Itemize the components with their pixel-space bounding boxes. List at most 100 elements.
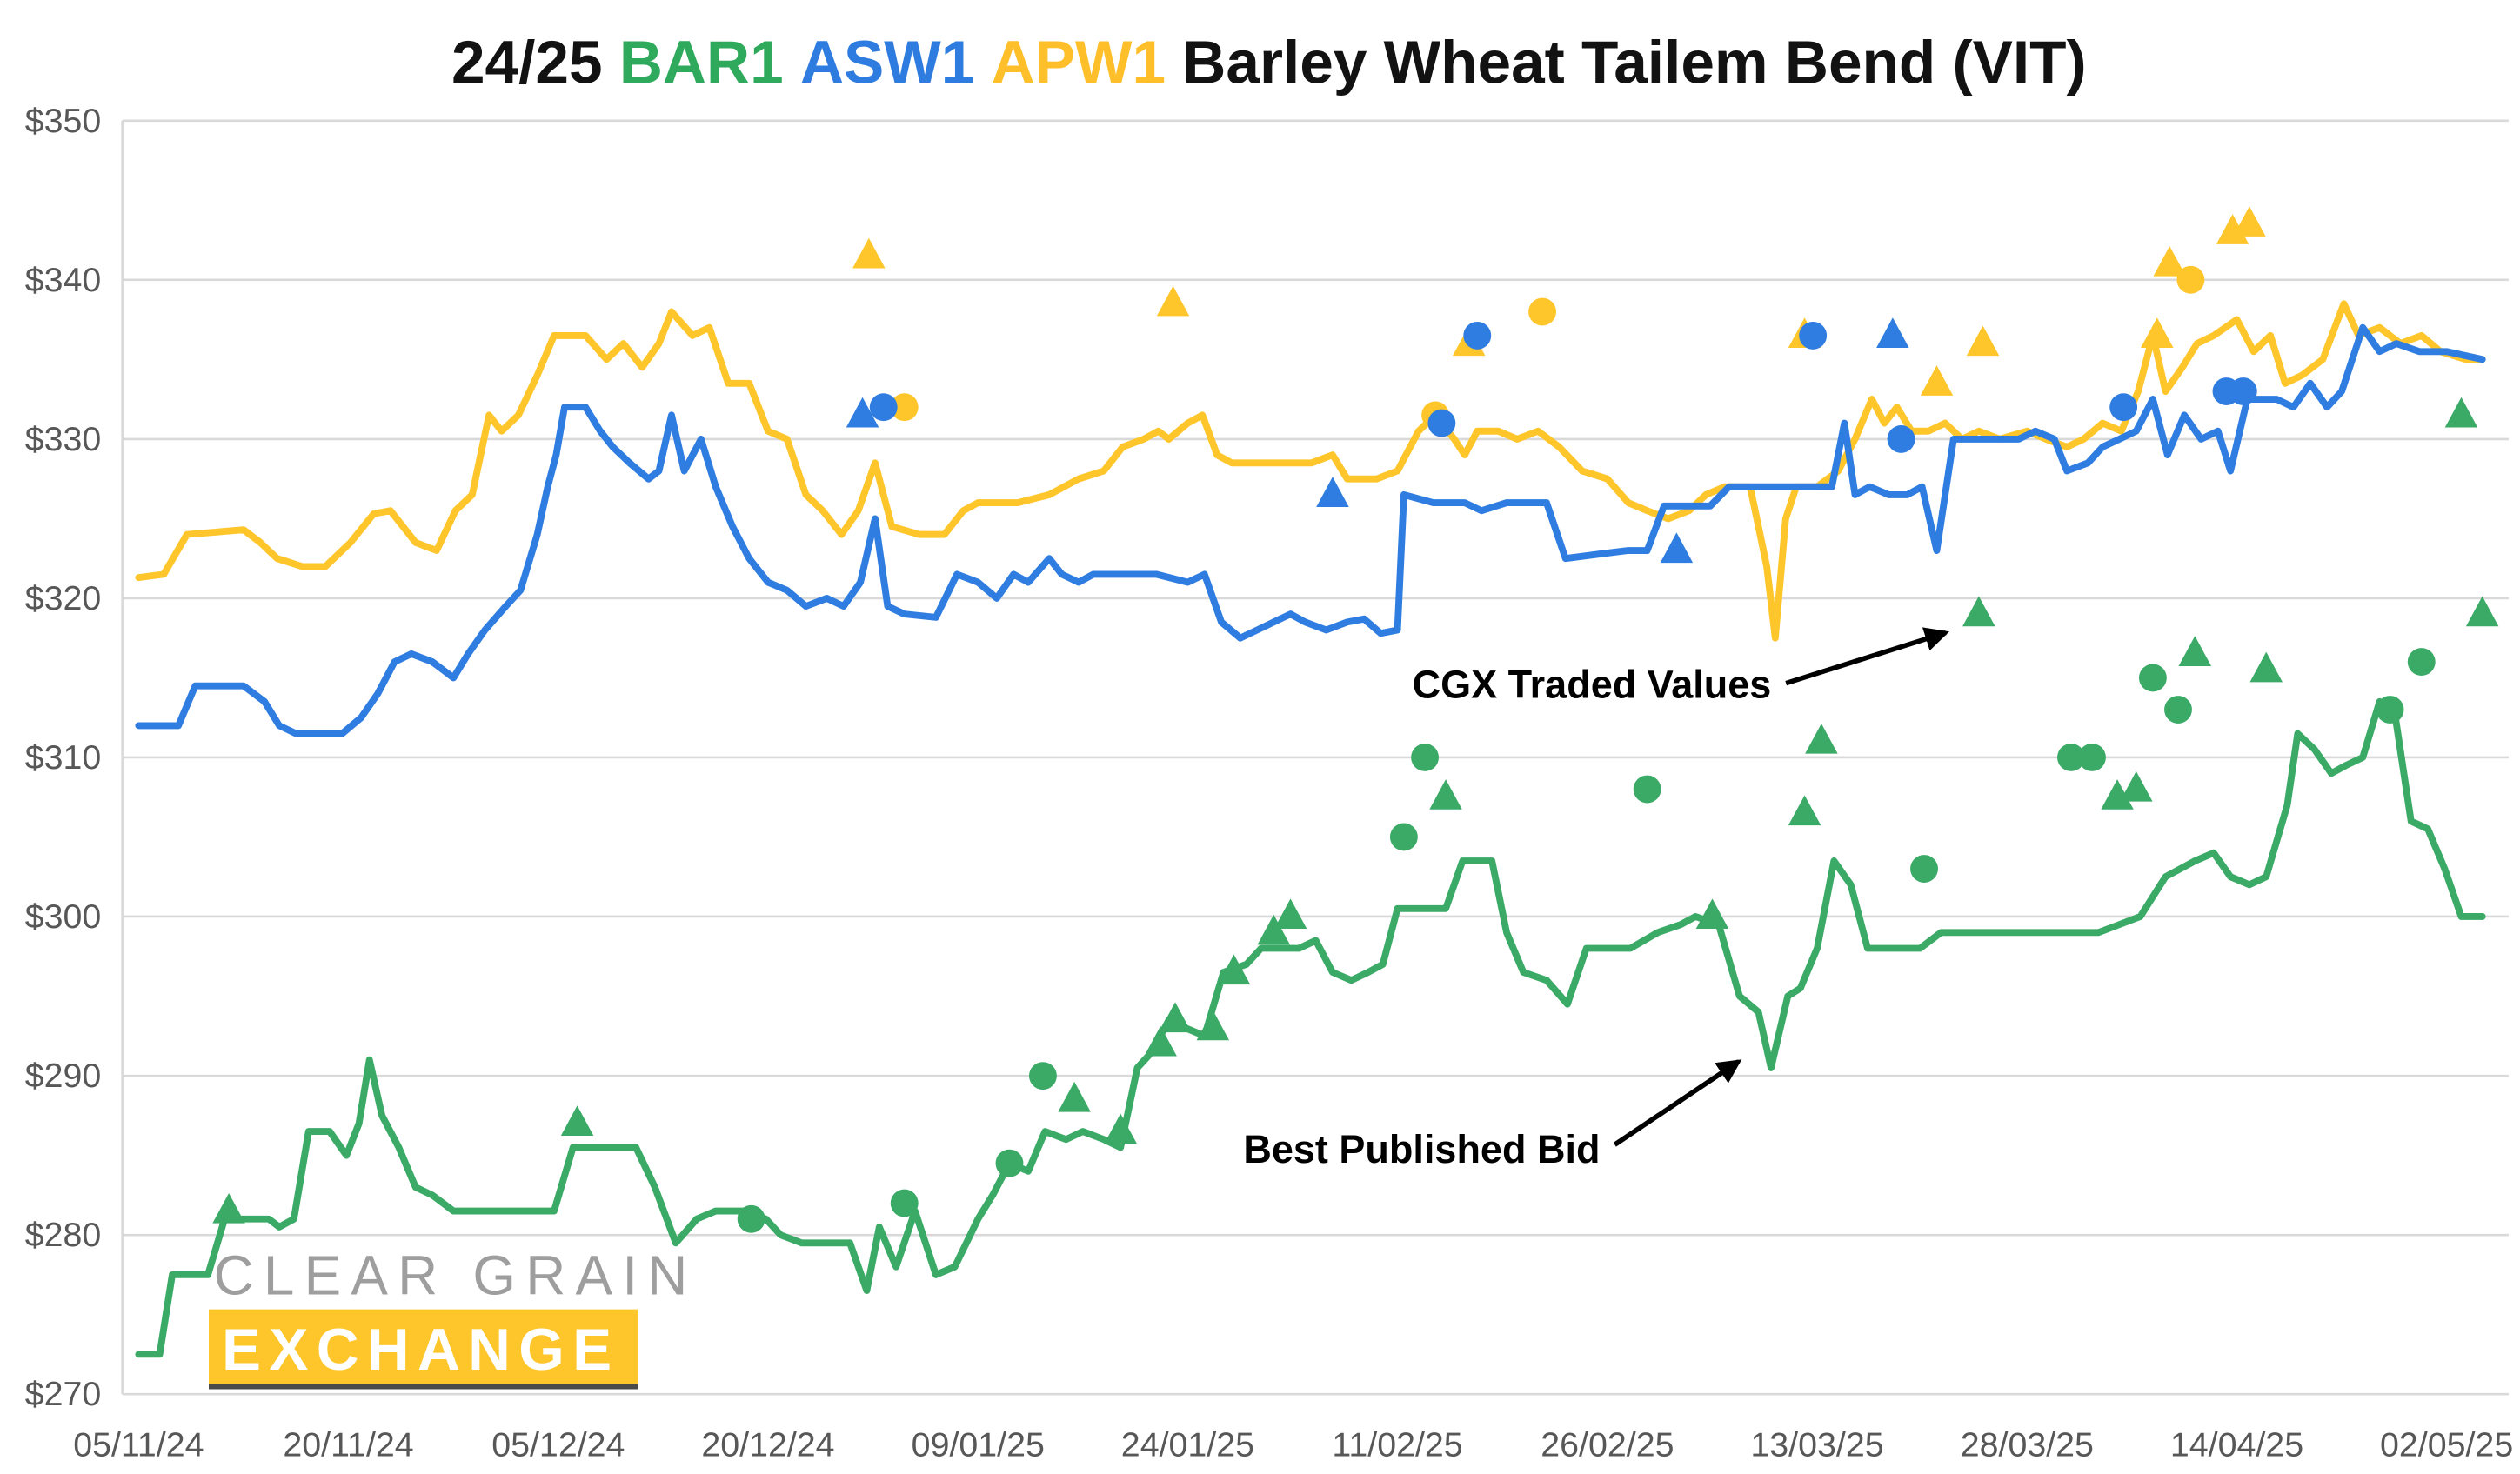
y-tick-label: $310 — [25, 738, 102, 777]
bar1-traded-circle — [737, 1204, 765, 1233]
y-tick-label: $340 — [25, 261, 102, 299]
asw1-traded-circle — [2229, 377, 2257, 405]
bar1-traded-circle — [2164, 696, 2192, 724]
x-tick-label: 11/02/25 — [1332, 1425, 1462, 1464]
apw1-traded-circle — [1528, 297, 1557, 326]
logo-text-clear-grain: CLEAR GRAIN — [214, 1244, 698, 1307]
bar1-traded-circle — [995, 1149, 1024, 1177]
cgx-traded-arrow — [1785, 627, 1949, 686]
bar1-traded-triangle — [1144, 1025, 1177, 1057]
annotation-cgx-traded: CGX Traded Values — [1413, 627, 1949, 707]
logo-underline — [209, 1384, 638, 1390]
x-tick-label: 20/12/24 — [701, 1425, 834, 1464]
annotation-best-bid: Best Published Bid — [1243, 1059, 1742, 1171]
bar1-traded-triangle — [1058, 1081, 1091, 1112]
bar1-traded-triangle — [2120, 770, 2153, 802]
bar1-traded-circle — [1633, 775, 1661, 804]
x-tick-label: 14/04/25 — [2170, 1425, 2303, 1464]
bar1-traded-triangle — [2444, 397, 2478, 428]
bar1-traded-circle — [2078, 744, 2106, 771]
apw1-traded-circle — [890, 393, 919, 422]
bar1-traded-circle — [2407, 648, 2436, 676]
bar1-traded-triangle — [1962, 596, 1995, 627]
bar1-traded-triangle — [2178, 636, 2212, 666]
y-tick-label: $320 — [25, 579, 102, 617]
y-axis-labels: $350 $340 $330 $320 $310 $300 $290 $280 $270 — [25, 102, 102, 1413]
bar1-traded-circle — [1411, 744, 1440, 771]
bar1-traded-triangle — [1695, 898, 1729, 929]
x-tick-label: 05/11/24 — [73, 1425, 204, 1464]
y-tick-label: $300 — [25, 897, 102, 936]
y-tick-label: $330 — [25, 420, 102, 458]
best-bid-arrow — [1613, 1059, 1742, 1147]
x-tick-label: 13/03/25 — [1750, 1425, 1883, 1464]
bar1-traded-circle — [1389, 823, 1418, 851]
apw1-traded-triangle — [2233, 206, 2266, 237]
bar1-traded-triangle — [1805, 723, 1838, 754]
bar1-traded-circle — [1910, 855, 1938, 883]
title-asw1: ASW1 — [800, 29, 992, 97]
bar1-traded-triangle — [212, 1192, 245, 1224]
bar1-traded-triangle — [1257, 914, 1291, 945]
asw1-traded-circle — [869, 393, 898, 422]
asw1-traded-triangle — [1660, 532, 1694, 564]
x-tick-label: 20/11/24 — [283, 1425, 413, 1464]
apw1-traded-triangle — [852, 237, 886, 269]
asw1-traded-circle — [1463, 321, 1492, 350]
apw1-traded-triangle — [2153, 245, 2186, 277]
x-tick-label: 02/05/25 — [2380, 1425, 2513, 1464]
asw1-traded-triangle — [1316, 477, 1349, 507]
traded-value-markers — [212, 206, 2499, 1233]
bar1-traded-triangle — [1196, 1010, 1230, 1041]
title-bar1: BAR1 — [619, 29, 800, 97]
logo-yellow-bar — [209, 1309, 638, 1384]
x-tick-label: 05/12/24 — [491, 1425, 625, 1464]
apw1-traded-triangle — [2141, 317, 2174, 348]
best-published-bid-label: Best Published Bid — [1243, 1127, 1600, 1171]
x-tick-label: 24/01/25 — [1121, 1425, 1254, 1464]
apw1-traded-triangle — [1156, 285, 1190, 317]
bar1-traded-circle — [2376, 696, 2404, 724]
bar1-traded-triangle — [2249, 651, 2283, 683]
asw1-bid-line — [135, 323, 2486, 737]
x-axis-labels: 05/11/24 20/11/24 05/12/24 20/12/24 09/01/25… — [73, 1425, 2513, 1464]
apw1-traded-triangle — [1920, 365, 1954, 396]
title-apw1: APW1 — [992, 29, 1183, 97]
asw1-traded-triangle — [1876, 317, 1909, 348]
bar1-bid-line — [135, 697, 2486, 1358]
title-prefix: 24/25 — [451, 29, 619, 97]
x-tick-label: 09/01/25 — [912, 1425, 1045, 1464]
asw1-traded-circle — [2109, 393, 2138, 422]
logo-text-exchange: EXCHANGE — [222, 1317, 620, 1383]
bar1-traded-triangle — [1273, 898, 1307, 929]
cgx-traded-values-label: CGX Traded Values — [1413, 663, 1772, 707]
asw1-traded-circle — [1799, 321, 1828, 350]
title-suffix: Barley Wheat Tailem Bend (VIT) — [1182, 29, 2086, 97]
apw1-bid-line — [135, 300, 2486, 642]
series-lines — [135, 300, 2486, 1358]
bar1-traded-triangle — [2101, 779, 2134, 810]
y-tick-label: $290 — [25, 1057, 102, 1095]
apw1-traded-triangle — [1966, 325, 2000, 357]
y-tick-label: $270 — [25, 1375, 102, 1413]
bar1-traded-triangle — [1788, 795, 1821, 826]
gridlines — [121, 119, 2509, 1396]
bar1-traded-circle — [1028, 1062, 1057, 1090]
cgx-logo: CLEAR GRAIN EXCHANGE — [209, 1244, 698, 1390]
apw1-traded-triangle — [2216, 214, 2249, 244]
bar1-traded-triangle — [1429, 779, 1462, 810]
bar1-traded-circle — [2057, 744, 2085, 771]
bar1-traded-triangle — [1159, 1002, 1192, 1033]
bar1-traded-triangle — [1217, 954, 1251, 985]
y-tick-label: $280 — [25, 1216, 102, 1254]
bar1-traded-circle — [890, 1189, 919, 1217]
apw1-traded-circle — [2176, 265, 2205, 294]
y-tick-label: $350 — [25, 102, 102, 140]
x-tick-label: 26/02/25 — [1541, 1425, 1674, 1464]
bar1-traded-triangle — [1104, 1113, 1137, 1144]
x-tick-label: 28/03/25 — [1961, 1425, 2094, 1464]
asw1-traded-circle — [1887, 424, 1915, 453]
